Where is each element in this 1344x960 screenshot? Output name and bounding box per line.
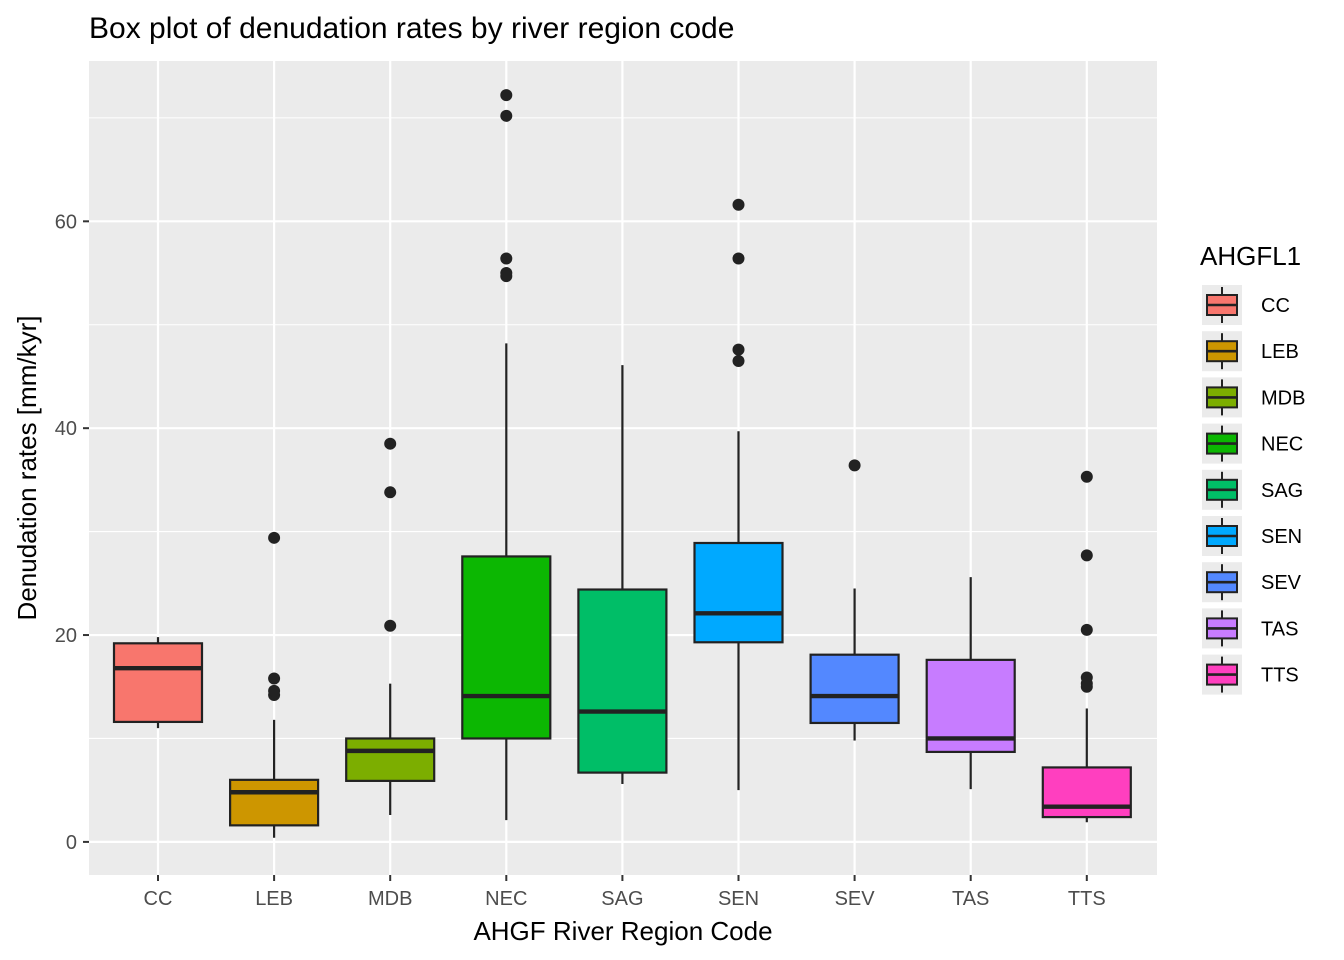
outlier-point: [732, 252, 745, 265]
legend-item-tas: TAS: [1202, 608, 1298, 649]
outlier-point: [732, 354, 745, 367]
x-tick-label: NEC: [485, 888, 527, 910]
outlier-point: [1080, 671, 1093, 684]
x-tick-label: SAG: [601, 888, 643, 910]
box-body: [345, 737, 436, 782]
legend-keys: CC LEB MDB NEC SAG SEN SEV TAS TTS: [1202, 285, 1305, 695]
outlier-point: [848, 459, 861, 472]
legend-label: TTS: [1261, 665, 1299, 687]
outlier-point: [1080, 549, 1093, 562]
outlier-point: [1080, 470, 1093, 483]
legend-item-mdb: MDB: [1202, 377, 1305, 418]
legend-item-tts: TTS: [1202, 654, 1299, 695]
y-tick-label: 40: [55, 418, 77, 440]
outlier-point: [384, 486, 397, 499]
y-tick-label: 20: [55, 625, 77, 647]
box-body: [461, 555, 552, 740]
outlier-point: [268, 531, 281, 544]
box-sev: [809, 459, 900, 741]
x-tick-label: SEV: [835, 888, 876, 910]
outlier-point: [500, 252, 513, 265]
box-body: [577, 588, 668, 774]
outlier-point: [732, 343, 745, 356]
x-tick-label: TAS: [952, 888, 989, 910]
box-sag: [577, 365, 668, 784]
legend-label: CC: [1261, 295, 1290, 317]
box-body: [112, 642, 204, 724]
outlier-point: [500, 109, 513, 122]
x-axis: CC LEB MDB NEC SAG SEN SEV TAS TTS: [144, 875, 1106, 910]
box-body: [1041, 766, 1132, 819]
outlier-point: [384, 437, 397, 450]
box-body: [809, 653, 900, 725]
chart-title: Box plot of denudation rates by river re…: [89, 12, 734, 45]
legend-label: SAG: [1261, 480, 1303, 502]
legend-item-sag: SAG: [1202, 469, 1303, 510]
x-tick-label: MDB: [368, 888, 412, 910]
x-tick-label: CC: [144, 888, 173, 910]
legend-item-nec: NEC: [1202, 423, 1303, 464]
legend-item-leb: LEB: [1202, 331, 1299, 372]
box-mdb: [345, 437, 436, 816]
legend-title: AHGFL1: [1200, 241, 1301, 271]
legend: AHGFL1 CC LEB MDB NEC SAG SEN SEV TAS TTS: [1200, 241, 1305, 695]
legend-label: SEN: [1261, 526, 1302, 548]
legend-item-cc: CC: [1202, 285, 1290, 325]
y-tick-label: 60: [55, 211, 77, 233]
box-nec: [461, 89, 552, 821]
y-axis: 0 20 40 60: [55, 211, 89, 854]
box-tts: [1041, 470, 1132, 823]
outlier-point: [1080, 623, 1093, 636]
box-body: [229, 778, 320, 827]
box-body: [693, 541, 784, 644]
box-leb: [229, 531, 320, 838]
outlier-point: [500, 89, 513, 102]
x-tick-label: LEB: [255, 888, 293, 910]
box-cc: [112, 637, 204, 729]
x-tick-label: TTS: [1068, 888, 1106, 910]
legend-label: TAS: [1261, 618, 1298, 640]
outlier-point: [268, 672, 281, 685]
outlier-point: [500, 267, 513, 280]
outlier-point: [268, 684, 281, 697]
legend-item-sen: SEN: [1202, 516, 1302, 556]
x-tick-label: SEN: [718, 888, 759, 910]
legend-label: SEV: [1261, 572, 1302, 594]
y-tick-label: 0: [66, 832, 77, 854]
legend-label: NEC: [1261, 434, 1303, 456]
outlier-point: [732, 198, 745, 211]
legend-label: MDB: [1261, 387, 1305, 409]
outlier-point: [384, 619, 397, 632]
boxes: [112, 89, 1132, 838]
box-sen: [693, 198, 784, 791]
x-axis-title: AHGF River Region Code: [473, 916, 772, 946]
box-tas: [925, 577, 1016, 790]
y-axis-title: Denudation rates [mm/kyr]: [12, 316, 42, 621]
legend-label: LEB: [1261, 341, 1299, 363]
legend-item-sev: SEV: [1202, 562, 1302, 603]
